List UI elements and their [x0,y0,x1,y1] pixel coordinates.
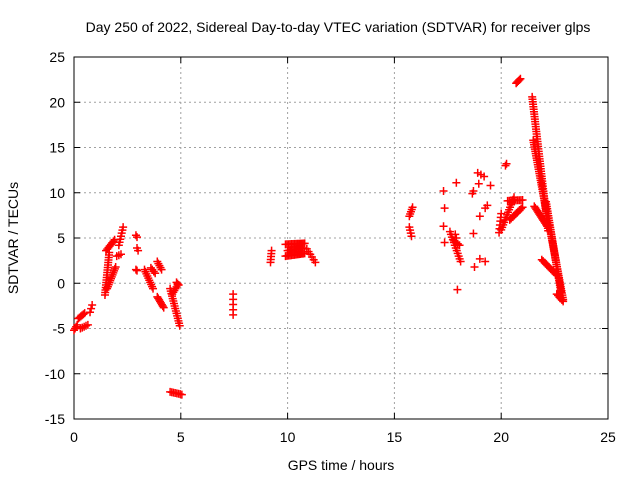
data-point [157,265,166,274]
data-point [151,269,160,278]
data-point [78,323,87,332]
y-tick-label: 15 [49,140,65,156]
data-point [453,285,462,294]
data-point [408,203,417,212]
grid [74,57,608,419]
data-point [469,186,478,195]
data-point [158,302,167,311]
data-point [501,161,510,170]
data-point [173,279,182,288]
data-point [559,297,568,306]
data-point [453,239,462,248]
data-point [88,300,97,309]
data-point [131,231,140,240]
data-point [440,238,449,247]
y-tick-label: -15 [45,411,65,427]
data-point [455,241,464,250]
data-point [515,75,524,84]
data-point [131,265,140,274]
data-point [119,223,128,232]
x-tick-label: 20 [493,429,509,445]
data-point [116,250,125,259]
data-point [83,320,92,329]
y-tick-label: 10 [49,185,65,201]
data-point [111,262,120,271]
y-axis: -15 -10 -5 0 5 10 15 20 25 [45,49,65,427]
data-point [440,204,449,213]
chart-title: Day 250 of 2022, Sidereal Day-to-day VTE… [86,19,591,35]
data-point [109,237,118,246]
data-point [452,234,461,242]
data-point [72,322,81,331]
data-point [177,390,186,399]
data-point [502,159,511,168]
data-point [474,179,483,188]
data-point [439,222,448,231]
data-point [311,258,320,267]
data-point [551,269,560,278]
x-axis: 0 5 10 15 20 25 [70,429,616,445]
data-point [149,267,158,276]
data-point [134,246,143,255]
y-tick-label: -5 [53,321,66,337]
x-tick-label: 5 [177,429,185,445]
data-point [175,321,184,330]
data-point [298,243,307,252]
y-tick-label: 0 [57,275,65,291]
x-tick-label: 0 [70,429,78,445]
data-point [470,262,479,271]
data-point [552,271,561,280]
data-point [497,209,506,218]
data-point [86,308,95,317]
data-point [481,257,490,266]
data-point [267,246,276,255]
data-point [518,195,527,204]
data-point [80,322,89,331]
data-point [79,310,88,319]
data-point [229,310,238,319]
data-point [516,74,525,83]
y-tick-label: 25 [49,49,65,65]
data-series [70,74,568,399]
data-point [456,257,465,266]
y-tick-label: -10 [45,366,65,382]
data-point [133,266,142,275]
data-point [469,229,478,238]
data-point [76,324,85,333]
x-tick-label: 15 [387,429,403,445]
data-point [486,181,495,190]
axis-ticks [73,56,609,420]
data-point [407,232,416,241]
data-point [159,303,168,312]
data-point [133,233,142,242]
data-point [475,254,484,263]
data-point [87,304,96,313]
data-point [475,212,484,221]
y-tick-label: 5 [57,230,65,246]
x-axis-label: GPS time / hours [288,457,395,473]
data-point [517,204,526,213]
data-point [174,281,183,290]
data-point [300,239,309,248]
data-point [483,201,492,210]
x-tick-label: 10 [280,429,296,445]
data-point [557,295,566,304]
data-point [439,186,448,195]
data-point [451,230,460,239]
y-axis-label: SDTVAR / TECUs [5,182,21,294]
data-point [480,172,489,181]
x-tick-label: 25 [600,429,616,445]
data-point [452,178,461,187]
data-point [300,249,309,258]
data-point [82,321,91,330]
data-point [149,284,158,293]
y-tick-label: 20 [49,94,65,110]
data-point [518,203,527,212]
data-point [80,309,89,318]
